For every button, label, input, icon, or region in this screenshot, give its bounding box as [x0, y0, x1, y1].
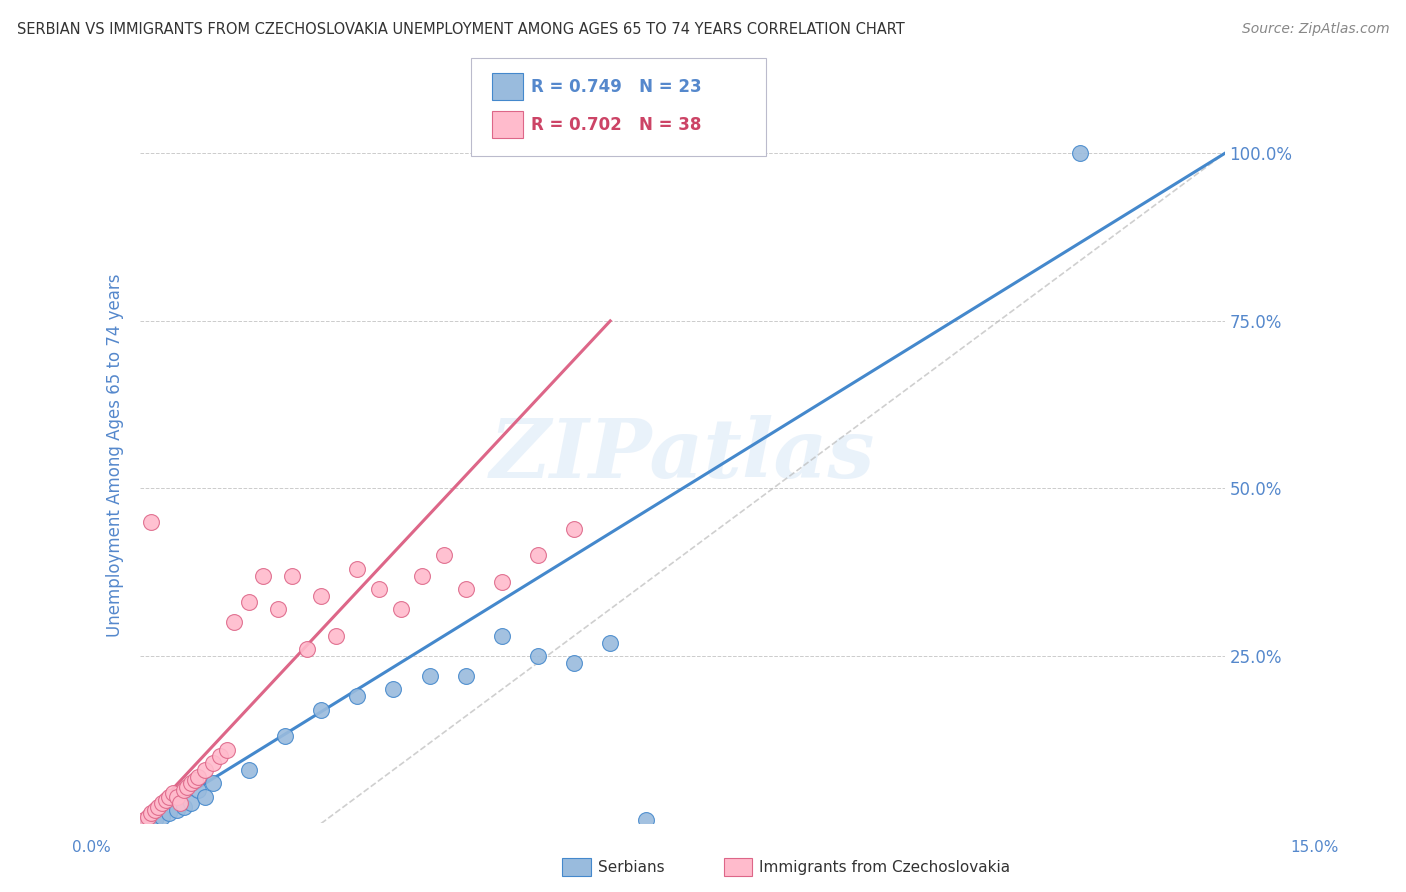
Point: [368, 582, 391, 596]
Point: [166, 789, 188, 804]
Point: [194, 763, 217, 777]
Text: 15.0%: 15.0%: [1291, 840, 1339, 855]
Point: [527, 648, 550, 663]
Point: [389, 602, 412, 616]
Point: [217, 743, 239, 757]
Point: [599, 635, 621, 649]
Point: [173, 799, 195, 814]
Point: [454, 669, 477, 683]
Text: Source: ZipAtlas.com: Source: ZipAtlas.com: [1241, 22, 1389, 37]
Point: [136, 810, 159, 824]
Point: [433, 549, 456, 563]
Point: [346, 562, 368, 576]
Point: [155, 793, 177, 807]
Point: [173, 783, 195, 797]
Text: 0.0%: 0.0%: [72, 840, 111, 855]
Text: R = 0.702   N = 38: R = 0.702 N = 38: [531, 116, 702, 134]
Point: [169, 797, 191, 811]
Point: [295, 642, 318, 657]
Point: [183, 772, 205, 787]
Point: [201, 756, 224, 771]
Point: [346, 689, 368, 703]
Point: [491, 629, 513, 643]
Point: [141, 515, 163, 529]
Point: [411, 568, 433, 582]
Point: [309, 589, 332, 603]
Point: [176, 780, 198, 794]
Point: [201, 776, 224, 790]
Text: R = 0.749   N = 23: R = 0.749 N = 23: [531, 78, 702, 95]
Point: [224, 615, 246, 630]
Point: [143, 813, 166, 827]
Point: [180, 797, 202, 811]
Point: [309, 702, 332, 716]
Point: [208, 749, 231, 764]
Text: ZIPatlas: ZIPatlas: [489, 415, 876, 495]
Point: [187, 770, 209, 784]
Point: [162, 786, 184, 800]
Point: [187, 783, 209, 797]
Point: [150, 810, 173, 824]
Point: [252, 568, 274, 582]
Point: [562, 522, 585, 536]
Point: [418, 669, 440, 683]
Point: [157, 789, 180, 804]
Point: [150, 797, 173, 811]
Point: [194, 789, 217, 804]
Point: [491, 575, 513, 590]
Point: [136, 813, 159, 827]
Y-axis label: Unemployment Among Ages 65 to 74 years: Unemployment Among Ages 65 to 74 years: [107, 273, 124, 637]
Point: [132, 813, 155, 827]
Point: [325, 629, 347, 643]
Point: [636, 813, 658, 827]
Point: [157, 806, 180, 821]
Point: [382, 682, 405, 697]
Point: [238, 763, 260, 777]
Point: [143, 803, 166, 817]
Point: [1069, 146, 1091, 161]
Point: [274, 730, 297, 744]
Point: [454, 582, 477, 596]
Point: [267, 602, 290, 616]
Point: [562, 656, 585, 670]
Text: SERBIAN VS IMMIGRANTS FROM CZECHOSLOVAKIA UNEMPLOYMENT AMONG AGES 65 TO 74 YEARS: SERBIAN VS IMMIGRANTS FROM CZECHOSLOVAKI…: [17, 22, 904, 37]
Point: [527, 549, 550, 563]
Text: Serbians: Serbians: [598, 860, 664, 874]
Point: [238, 595, 260, 609]
Point: [148, 799, 170, 814]
Point: [166, 803, 188, 817]
Point: [141, 806, 163, 821]
Text: Immigrants from Czechoslovakia: Immigrants from Czechoslovakia: [759, 860, 1011, 874]
Point: [180, 776, 202, 790]
Point: [281, 568, 304, 582]
